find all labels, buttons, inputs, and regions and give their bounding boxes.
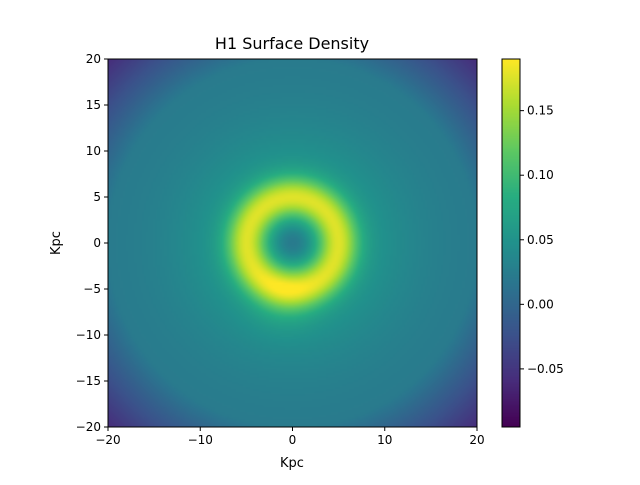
y-tick-label: 10 xyxy=(86,144,101,158)
x-tick-label: 20 xyxy=(469,433,484,447)
colorbar-gradient xyxy=(502,59,520,427)
x-tick-label: −20 xyxy=(95,433,120,447)
x-axis: −20 −10 0 10 20 xyxy=(95,427,485,447)
colorbar-tick-label: −0.05 xyxy=(527,362,564,376)
plot-area xyxy=(107,58,478,428)
x-tick-label: −10 xyxy=(188,433,213,447)
chart-title: H1 Surface Density xyxy=(215,34,369,53)
y-axis: −20 −15 −10 −5 0 5 10 15 20 xyxy=(76,52,108,434)
y-tick-label: −20 xyxy=(76,420,101,434)
x-tick-label: 10 xyxy=(377,433,392,447)
colorbar-tick-label: 0.05 xyxy=(527,233,554,247)
colorbar-frame xyxy=(501,58,521,428)
y-tick-label: 0 xyxy=(93,236,101,250)
heatmap-image xyxy=(108,59,477,427)
y-tick-label: −5 xyxy=(83,282,101,296)
colorbar-tick-label: 0.15 xyxy=(527,104,554,118)
y-axis-label: Kpc xyxy=(49,231,64,255)
y-tick-label: 20 xyxy=(86,52,101,66)
colorbar-tick-label: 0.10 xyxy=(527,168,554,182)
y-tick-label: 5 xyxy=(93,190,101,204)
y-tick-label: −10 xyxy=(76,328,101,342)
y-tick-label: 15 xyxy=(86,98,101,112)
colorbar-tick-label: 0.00 xyxy=(527,297,554,311)
colorbar: −0.05 0.00 0.05 0.10 0.15 xyxy=(501,58,564,428)
colorbar-ticks: −0.05 0.00 0.05 0.10 0.15 xyxy=(520,104,564,376)
x-tick-label: 0 xyxy=(289,433,297,447)
x-axis-label: Kpc xyxy=(280,456,304,471)
y-tick-label: −15 xyxy=(76,374,101,388)
